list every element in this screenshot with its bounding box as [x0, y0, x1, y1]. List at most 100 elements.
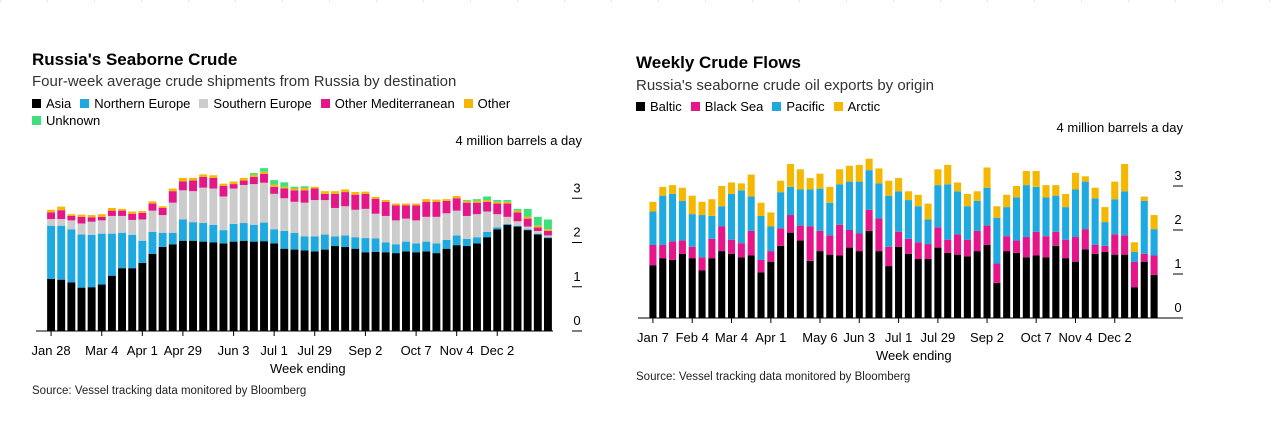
bar-segment-arctic	[895, 178, 903, 192]
bar-segment-southern-europe	[452, 210, 461, 236]
bar-segment-other-mediterranean	[513, 212, 522, 222]
bar-segment-baltic	[806, 260, 814, 318]
bar-segment-other-mediterranean	[97, 216, 106, 221]
x-tick-label: Apr 29	[164, 343, 202, 358]
bar-segment-asia	[199, 241, 208, 331]
bar-segment-other	[533, 225, 542, 228]
bar-segment-southern-europe	[118, 215, 127, 233]
bar-segment-asia	[280, 248, 289, 331]
bar-segment-black-sea	[1121, 235, 1129, 255]
bar-segment-asia	[260, 241, 268, 331]
bar-segment-black-sea	[1101, 245, 1109, 252]
y-tick-label: 3	[1174, 168, 1181, 183]
bar-segment-pacific	[1062, 207, 1070, 240]
bar-segment-other-mediterranean	[189, 180, 197, 192]
bar-segment-northern-europe	[473, 237, 481, 244]
bar-segment-asia	[543, 238, 552, 331]
bar-segment-other-mediterranean	[270, 186, 279, 194]
bar-segment-northern-europe	[138, 240, 147, 263]
bar-segment-other	[148, 201, 157, 204]
bar-segment-southern-europe	[422, 216, 431, 242]
bar-segment-other	[391, 203, 400, 206]
legend-swatch	[32, 116, 41, 125]
legend-item: Baltic	[636, 99, 682, 114]
bar-segment-northern-europe	[148, 231, 157, 255]
y-tick-label: 0	[573, 313, 580, 328]
bar-segment-other-mediterranean	[452, 198, 461, 211]
bar-segment-baltic	[1091, 253, 1099, 318]
bar-segment-pacific	[1121, 191, 1129, 236]
bar-segment-southern-europe	[229, 188, 238, 224]
bar-segment-arctic	[688, 195, 696, 215]
bar-segment-other	[97, 214, 106, 217]
y-tick-label: 1	[573, 269, 580, 284]
bar-segment-northern-europe	[158, 232, 167, 247]
bar-segment-black-sea	[1111, 234, 1119, 255]
bar-segment-arctic	[747, 174, 755, 197]
bar-segment-northern-europe	[513, 225, 522, 227]
bar-segment-asia	[533, 234, 542, 331]
bar-segment-arctic	[885, 180, 893, 196]
bar-segment-southern-europe	[523, 226, 532, 230]
bar-segment-asia	[381, 252, 390, 331]
bar-segment-baltic	[757, 272, 765, 318]
bar-segment-other-mediterranean	[300, 190, 309, 203]
bar-segment-baltic	[885, 266, 893, 318]
bar-segment-other	[361, 191, 370, 194]
bar-segment-baltic	[1081, 249, 1089, 318]
bar-segment-arctic	[777, 180, 785, 193]
bar-segment-pacific	[983, 187, 991, 226]
bar-segment-arctic	[826, 186, 834, 203]
legend-label: Northern Europe	[94, 96, 191, 111]
bar-segment-baltic	[796, 240, 804, 318]
bar-segment-northern-europe	[87, 234, 96, 288]
x-tick-label: Feb 4	[676, 330, 709, 345]
bar-segment-southern-europe	[432, 216, 441, 244]
bar-segment-black-sea	[1032, 231, 1040, 256]
bar-segment-southern-europe	[280, 198, 289, 231]
chart-legend: Baltic Black Sea Pacific Arctic	[636, 99, 1136, 114]
bar-segment-southern-europe	[209, 188, 218, 225]
bar-segment-pacific	[747, 196, 755, 231]
bar-segment-black-sea	[924, 244, 932, 260]
bar-segment-black-sea	[1081, 229, 1089, 250]
bar-segment-arctic	[1003, 194, 1011, 208]
bar-segment-baltic	[669, 259, 677, 318]
bar-segment-asia	[290, 249, 299, 331]
bar-segment-baltic	[855, 251, 863, 318]
bar-segment-baltic	[924, 259, 932, 318]
chart-legend: Asia Northern Europe Southern Europe Other …	[32, 96, 532, 128]
bar-segment-southern-europe	[290, 201, 299, 233]
bar-segment-northern-europe	[361, 238, 370, 253]
bar-segment-other	[239, 177, 248, 181]
bar-segment-unknown	[270, 180, 279, 185]
bar-segment-pacific	[914, 206, 922, 243]
bar-segment-baltic	[1022, 257, 1030, 318]
bar-segment-asia	[148, 254, 157, 331]
bar-segment-black-sea	[1150, 255, 1158, 275]
bar-segment-other-mediterranean	[462, 202, 471, 216]
source-note: Source: Vessel tracking data monitored b…	[636, 371, 911, 383]
bar-segment-other-mediterranean	[331, 193, 339, 208]
bar-segment-arctic	[1130, 242, 1138, 252]
legend-label: Unknown	[46, 113, 101, 128]
bar-segment-arctic	[963, 193, 971, 207]
bar-segment-asia	[128, 268, 137, 331]
bar-segment-northern-europe	[381, 242, 390, 253]
x-tick-label: Mar 4	[715, 330, 748, 345]
bar-segment-arctic	[875, 168, 883, 184]
x-tick-label: Apr 1	[127, 343, 158, 358]
legend-item: Other Mediterranean	[320, 96, 455, 111]
bar-segment-asia	[57, 279, 66, 331]
bar-segment-other	[341, 189, 350, 193]
bar-segment-southern-europe	[77, 223, 86, 235]
bar-segment-black-sea	[885, 246, 893, 267]
bar-segment-southern-europe	[513, 221, 522, 226]
bar-segment-pacific	[1052, 195, 1060, 232]
bar-segment-black-sea	[904, 238, 912, 254]
bar-segment-other-mediterranean	[158, 207, 167, 216]
bar-segment-baltic	[1042, 257, 1050, 318]
bar-segment-baltic	[767, 261, 775, 318]
bar-segment-other	[503, 201, 512, 204]
bar-segment-other-mediterranean	[219, 185, 228, 197]
